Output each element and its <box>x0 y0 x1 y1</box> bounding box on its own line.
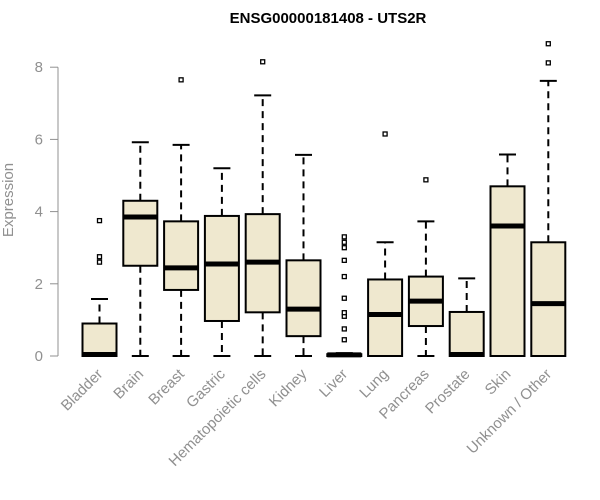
y-axis: 0 2 4 6 8 <box>35 59 59 365</box>
box-bladder <box>81 217 118 358</box>
box-pancreas <box>407 177 444 357</box>
outlier-point <box>545 41 551 47</box>
x-tick-label: Kidney <box>266 365 311 410</box>
iqr-box <box>122 199 159 267</box>
iqr-box <box>448 310 485 358</box>
iqr-box <box>163 220 200 291</box>
outlier-point <box>341 326 347 332</box>
outlier-point <box>341 245 347 251</box>
x-tick-label: Liver <box>316 366 351 401</box>
x-tick-label: Lung <box>356 366 392 402</box>
iqr-box <box>489 185 526 357</box>
iqr-box <box>285 259 322 338</box>
iqr-box <box>81 322 118 358</box>
x-tick-label: Bladder <box>58 366 107 415</box>
outlier-point <box>341 337 347 343</box>
box-skin <box>489 153 526 357</box>
outlier-point <box>260 59 266 65</box>
box-brain <box>122 141 159 357</box>
outlier-point <box>341 273 347 280</box>
outlier-point <box>341 239 347 245</box>
chart-title: ENSG00000181408 - UTS2R <box>230 10 427 27</box>
y-tick-label: 2 <box>35 276 43 293</box>
y-tick-label: 6 <box>35 131 43 148</box>
outlier-point <box>341 310 347 316</box>
boxes-group <box>81 41 567 358</box>
box-liver <box>326 234 363 358</box>
x-tick-label: Skin <box>482 366 515 399</box>
box-kidney <box>285 153 322 357</box>
x-tick-label: Prostate <box>422 366 474 418</box>
y-tick-label: 4 <box>35 204 43 221</box>
y-axis-label: Expression <box>0 163 17 237</box>
y-tick-label: 0 <box>35 348 43 365</box>
box-hematopoietic-cells <box>244 59 281 357</box>
outlier-point <box>96 217 103 224</box>
outlier-point <box>341 234 347 240</box>
outlier-point <box>382 131 388 137</box>
x-tick-label: Breast <box>145 365 188 408</box>
outlier-point <box>341 257 347 263</box>
outlier-point <box>96 254 103 260</box>
x-tick-label: Brain <box>110 366 147 403</box>
y-tick-label: 8 <box>35 59 43 76</box>
iqr-box <box>367 278 404 357</box>
outlier-point <box>423 177 429 183</box>
box-prostate <box>448 277 485 358</box>
box-gastric <box>203 167 240 357</box>
outlier-point <box>178 77 184 83</box>
outlier-point <box>341 295 347 301</box>
outlier-point <box>96 259 103 265</box>
iqr-box <box>203 214 240 322</box>
outlier-point <box>545 60 551 66</box>
box-unknown-other <box>530 41 567 357</box>
box-breast <box>163 77 200 357</box>
iqr-box <box>530 241 567 357</box>
box-lung <box>367 131 404 357</box>
